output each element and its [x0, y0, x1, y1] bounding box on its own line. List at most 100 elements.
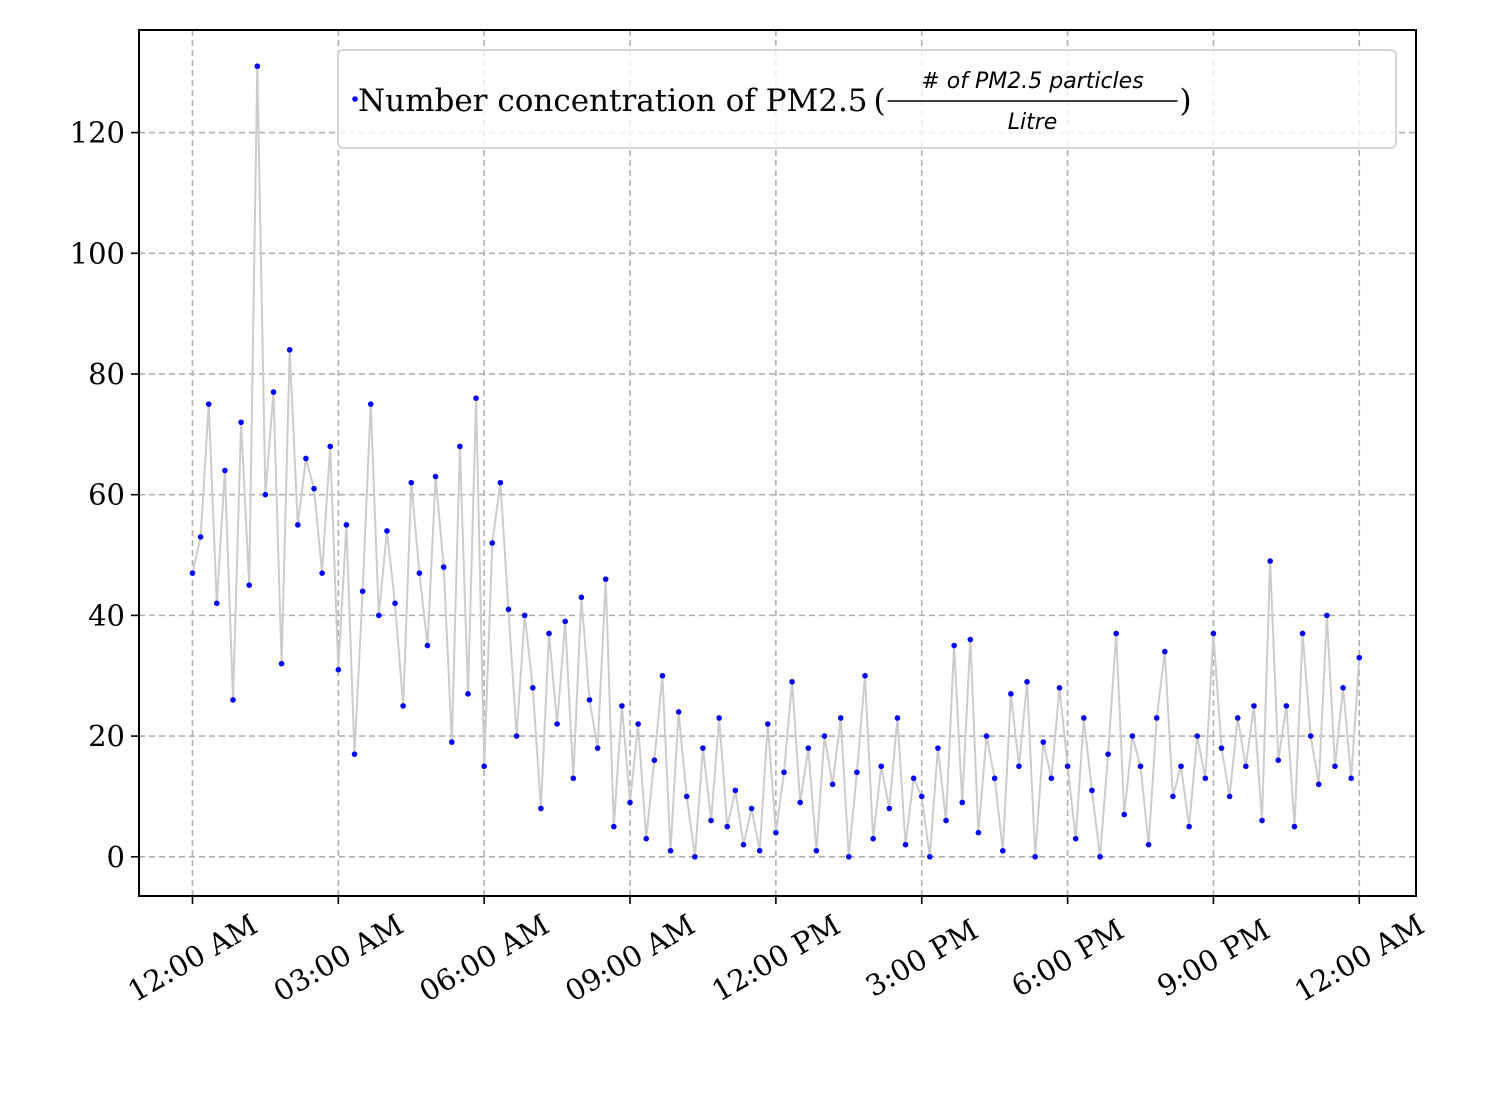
data-point: [918, 793, 925, 800]
data-point: [489, 540, 496, 546]
data-point: [943, 817, 949, 824]
data-point: [1218, 745, 1225, 751]
data-point: [716, 715, 722, 721]
data-point: [708, 817, 714, 824]
data-point: [392, 600, 398, 607]
data-point: [1226, 793, 1233, 800]
data-point: [967, 636, 974, 643]
data-point: [1089, 787, 1095, 794]
data-point: [1153, 715, 1160, 721]
data-point: [1202, 775, 1209, 782]
data-point: [951, 642, 957, 649]
data-point: [1016, 763, 1022, 770]
data-point: [457, 443, 463, 450]
data-point: [975, 829, 982, 836]
data-point: [619, 703, 625, 709]
data-point: [319, 570, 325, 576]
data-point: [1008, 691, 1014, 697]
x-tick-label: 12:00 PM: [706, 908, 846, 1008]
data-point: [440, 564, 447, 570]
data-point: [408, 479, 415, 486]
data-point: [1348, 775, 1354, 782]
data-point: [335, 666, 342, 673]
data-point: [1291, 823, 1298, 830]
legend-unit-denominator: Litre: [1008, 110, 1058, 135]
data-point: [1170, 793, 1176, 800]
data-point: [481, 763, 487, 770]
data-point: [1178, 763, 1184, 770]
data-point: [343, 522, 350, 528]
data-point: [635, 721, 641, 727]
data-point: [384, 528, 390, 534]
data-point: [1283, 703, 1290, 709]
data-point: [546, 630, 552, 637]
data-point: [789, 678, 795, 685]
data-point: [1129, 733, 1136, 739]
data-point: [854, 769, 860, 776]
data-point: [1234, 715, 1241, 721]
data-point: [837, 715, 844, 721]
data-point: [189, 570, 196, 576]
data-point: [683, 793, 690, 800]
data-point: [724, 823, 731, 830]
data-point: [667, 847, 674, 854]
data-point: [197, 534, 204, 540]
data-point: [1024, 678, 1030, 685]
data-point: [878, 763, 885, 770]
legend-paren: ): [1180, 83, 1192, 119]
y-tick-label: 60: [88, 478, 125, 512]
data-point: [505, 606, 512, 613]
data-point: [611, 823, 617, 830]
data-point: [278, 660, 285, 667]
data-point: [311, 485, 317, 492]
data-point: [1307, 733, 1314, 739]
data-point: [376, 612, 382, 619]
data-point: [602, 576, 609, 582]
data-point: [465, 691, 471, 697]
y-tick-label: 100: [70, 236, 125, 270]
data-point: [692, 853, 698, 860]
data-point: [1080, 715, 1087, 721]
data-point: [513, 733, 520, 739]
data-point: [902, 841, 909, 848]
data-point: [700, 745, 706, 751]
data-point: [821, 733, 828, 739]
data-point: [983, 733, 990, 739]
data-point: [230, 697, 236, 703]
data-point: [270, 389, 277, 395]
data-point: [238, 419, 244, 426]
data-point: [1048, 775, 1055, 782]
data-point: [538, 805, 544, 812]
data-point: [781, 769, 787, 776]
data-point: [286, 347, 293, 353]
data-point: [627, 799, 633, 806]
data-point: [1275, 757, 1282, 764]
data-point: [473, 395, 479, 401]
data-point: [797, 799, 803, 806]
data-point: [497, 479, 504, 486]
data-point: [1121, 811, 1128, 818]
x-tick-label: 09:00 AM: [559, 907, 700, 1008]
axes-frame: [138, 29, 1417, 897]
data-point: [400, 703, 406, 709]
data-point: [367, 401, 374, 407]
legend-marker: [352, 96, 358, 102]
data-point: [1332, 763, 1338, 770]
data-point: [594, 745, 601, 751]
data-point: [1194, 733, 1201, 739]
data-point: [886, 805, 893, 812]
data-point: [1137, 763, 1144, 770]
data-point: [254, 63, 261, 70]
data-point: [351, 751, 358, 757]
data-point: [586, 697, 593, 703]
data-point: [740, 841, 747, 848]
legend-unit-numerator: # of PM2.5 particles: [921, 69, 1143, 94]
data-point: [448, 739, 455, 745]
data-point: [1324, 612, 1330, 619]
x-tick-label: 6:00 PM: [1006, 912, 1130, 1003]
data-point: [1056, 684, 1063, 691]
data-point: [416, 570, 423, 576]
data-point: [1097, 853, 1103, 860]
data-point: [1072, 835, 1079, 842]
